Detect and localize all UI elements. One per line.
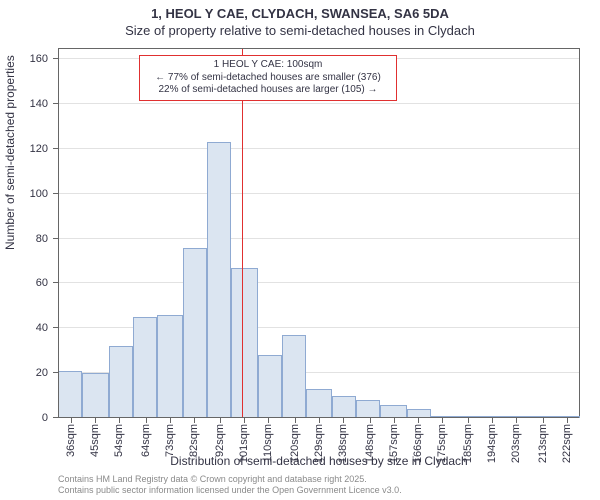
xtick-mark	[442, 418, 443, 423]
y-axis-label: Number of semi-detached properties	[3, 55, 17, 250]
histogram-bar	[356, 400, 380, 418]
xtick-label: 36sqm	[65, 424, 77, 457]
xtick-mark	[418, 418, 419, 423]
reference-line	[242, 49, 244, 418]
ytick-label: 40	[36, 322, 48, 334]
histogram-bar	[282, 335, 306, 418]
xtick-label: 73sqm	[164, 424, 176, 457]
xtick-mark	[319, 418, 320, 423]
ytick-label: 20	[36, 367, 48, 379]
ytick-label: 160	[30, 53, 48, 65]
histogram-bar	[380, 405, 407, 418]
gridline	[58, 103, 579, 104]
chart-container: 1, HEOL Y CAE, CLYDACH, SWANSEA, SA6 5DA…	[0, 0, 600, 500]
xtick-label: 64sqm	[140, 424, 152, 457]
histogram-bar	[82, 373, 109, 418]
xtick-mark	[394, 418, 395, 423]
footer-attribution: Contains HM Land Registry data © Crown c…	[58, 474, 402, 497]
ytick-label: 100	[30, 188, 48, 200]
annotation-line: ← 77% of semi-detached houses are smalle…	[146, 72, 390, 85]
histogram-bar	[109, 346, 133, 418]
histogram-bar	[157, 315, 184, 418]
gridline	[58, 238, 579, 239]
ytick-label: 80	[36, 233, 48, 245]
xtick-mark	[220, 418, 221, 423]
histogram-bar	[58, 371, 82, 418]
histogram-bar	[133, 317, 157, 418]
xtick-mark	[468, 418, 469, 423]
xtick-mark	[71, 418, 72, 423]
chart-subtitle: Size of property relative to semi-detach…	[0, 23, 600, 40]
ytick-label: 0	[42, 412, 48, 424]
gridline	[58, 282, 579, 283]
x-axis-line	[58, 417, 579, 418]
xtick-mark	[146, 418, 147, 423]
footer-line-1: Contains HM Land Registry data © Crown c…	[58, 474, 402, 485]
ytick-label: 60	[36, 277, 48, 289]
xtick-mark	[244, 418, 245, 423]
xtick-mark	[268, 418, 269, 423]
histogram-bar	[207, 142, 231, 418]
plot-area: 02040608010012014016036sqm45sqm54sqm64sq…	[58, 48, 580, 418]
chart-title: 1, HEOL Y CAE, CLYDACH, SWANSEA, SA6 5DA	[0, 0, 600, 23]
xtick-label: 45sqm	[89, 424, 101, 457]
xtick-label: 54sqm	[113, 424, 125, 457]
xtick-label: 92sqm	[214, 424, 226, 457]
xtick-mark	[343, 418, 344, 423]
xtick-mark	[95, 418, 96, 423]
y-axis-line	[58, 49, 59, 418]
histogram-bar	[306, 389, 333, 418]
xtick-mark	[567, 418, 568, 423]
footer-line-2: Contains public sector information licen…	[58, 485, 402, 496]
histogram-bar	[332, 396, 356, 418]
annotation-line: 22% of semi-detached houses are larger (…	[146, 84, 390, 97]
annotation-box: 1 HEOL Y CAE: 100sqm← 77% of semi-detach…	[139, 55, 397, 101]
gridline	[58, 193, 579, 194]
xtick-mark	[295, 418, 296, 423]
gridline	[58, 148, 579, 149]
xtick-mark	[170, 418, 171, 423]
annotation-line: 1 HEOL Y CAE: 100sqm	[146, 59, 390, 72]
xtick-mark	[119, 418, 120, 423]
histogram-bar	[231, 268, 258, 418]
ytick-label: 140	[30, 98, 48, 110]
xtick-mark	[370, 418, 371, 423]
xtick-mark	[516, 418, 517, 423]
xtick-mark	[492, 418, 493, 423]
ytick-label: 120	[30, 143, 48, 155]
x-axis-label: Distribution of semi-detached houses by …	[58, 454, 580, 468]
xtick-mark	[543, 418, 544, 423]
xtick-label: 82sqm	[188, 424, 200, 457]
histogram-bar	[258, 355, 282, 418]
histogram-bar	[183, 248, 207, 418]
xtick-mark	[194, 418, 195, 423]
